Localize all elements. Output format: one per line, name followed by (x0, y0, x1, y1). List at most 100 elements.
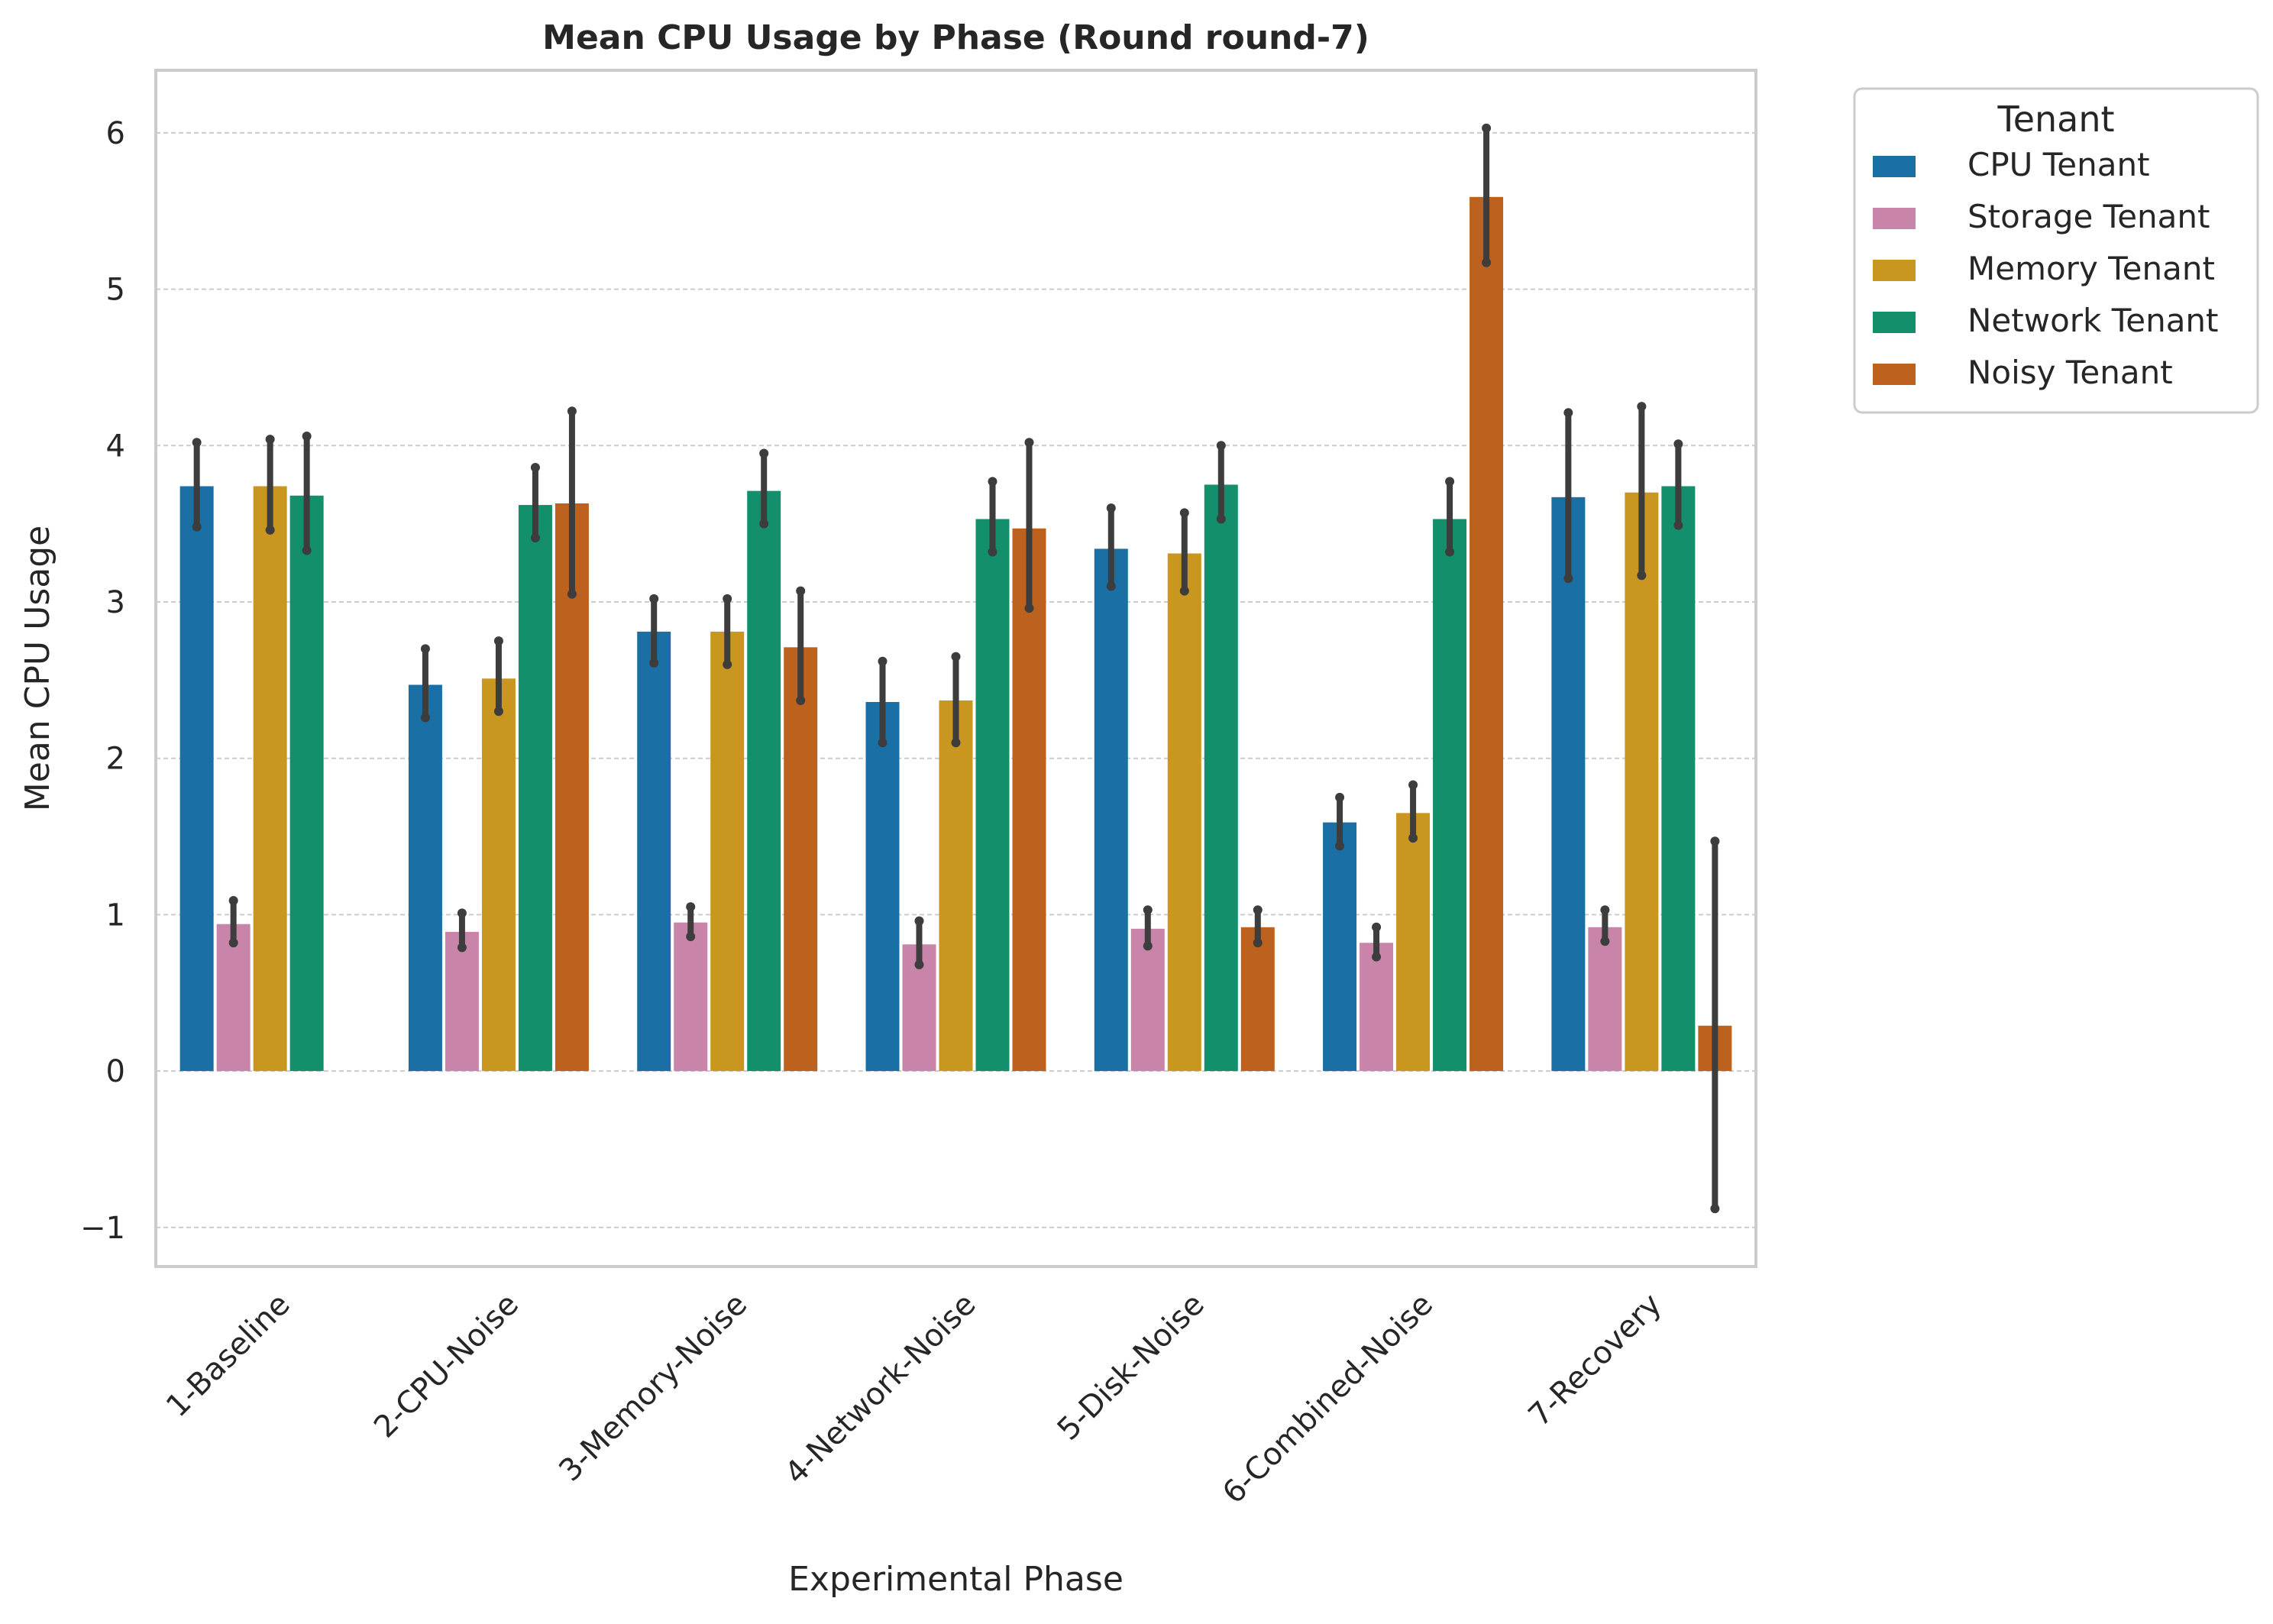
bar (1551, 497, 1586, 1072)
bar (1588, 927, 1622, 1072)
error-bar-cap (1106, 503, 1116, 513)
error-bar-cap (1335, 792, 1345, 802)
legend-item: CPU Tenant (1873, 146, 2150, 183)
bar (1204, 484, 1238, 1072)
error-bar-cap (951, 652, 961, 662)
bar (784, 647, 818, 1072)
y-tick-label: 6 (106, 116, 125, 151)
bar (1167, 553, 1201, 1072)
error-bar-cap (457, 908, 467, 918)
legend: Tenant CPU Tenant Storage Tenant Memory Te… (1853, 87, 2259, 414)
y-tick-label: −1 (80, 1211, 125, 1246)
error-bar-cap (530, 533, 540, 543)
error-bar-cap (1106, 581, 1116, 591)
error-bar-cap (1673, 439, 1683, 449)
error-bar-cap (192, 438, 202, 448)
legend-label: Memory Tenant (1967, 250, 2215, 287)
bar (674, 922, 708, 1072)
bar (1470, 196, 1504, 1072)
error-bar-cap (1710, 836, 1720, 846)
y-axis-label: Mean CPU Usage (18, 526, 57, 811)
legend-swatch (1873, 156, 1916, 177)
bar (939, 700, 973, 1072)
legend-item: Memory Tenant (1873, 250, 2215, 287)
error-bar-cap (1216, 441, 1226, 451)
bar (518, 505, 552, 1072)
error-bar-cap (1445, 477, 1455, 487)
error-bar-cap (493, 636, 503, 646)
plot-frame (154, 69, 1757, 1268)
error-bar-cap (567, 406, 577, 416)
bar (1360, 943, 1394, 1072)
error-bar-cap (1143, 905, 1153, 915)
bar (408, 684, 442, 1072)
error-bar-cap (1335, 841, 1345, 851)
bar (865, 702, 900, 1072)
error-bar-cap (530, 462, 540, 472)
bar (710, 631, 745, 1072)
error-bar-cap (1482, 123, 1492, 133)
y-tick-label: 2 (106, 742, 125, 777)
error-bar-cap (1408, 780, 1418, 790)
bar (747, 490, 781, 1072)
error-bar-cap (1600, 905, 1610, 915)
error-bar-cap (1143, 941, 1153, 951)
error-bar-cap (265, 435, 275, 445)
error-bar-cap (796, 695, 806, 705)
legend-label: Noisy Tenant (1967, 354, 2173, 391)
error-bar-cap (420, 713, 430, 723)
error-bar-cap (1179, 508, 1189, 518)
error-bar-cap (192, 522, 202, 532)
error-bar-cap (723, 659, 732, 669)
error-bar-cap (1673, 520, 1683, 530)
error-bar-cap (723, 594, 732, 603)
bar (1323, 822, 1357, 1072)
x-axis-label: Experimental Phase (788, 1560, 1124, 1599)
error-bar-cap (914, 959, 924, 969)
error-bar-cap (759, 519, 769, 529)
bar (1661, 486, 1696, 1072)
bar (1240, 927, 1275, 1072)
y-tick-label: 5 (106, 273, 125, 308)
bar (1012, 528, 1046, 1072)
error-bar-cap (302, 432, 312, 442)
legend-label: Storage Tenant (1967, 198, 2210, 235)
bar (1130, 928, 1165, 1072)
bar (289, 495, 324, 1072)
error-bar-cap (1216, 514, 1226, 524)
error-bar-cap (302, 545, 312, 555)
error-bar-cap (265, 525, 275, 535)
y-tick-label: 0 (106, 1054, 125, 1089)
legend-swatch (1873, 364, 1916, 385)
error-bar-cap (1600, 937, 1610, 946)
error-bar-cap (1637, 402, 1647, 412)
legend-title: Tenant (1997, 99, 2114, 140)
chart-title: Mean CPU Usage by Phase (Round round-7) (542, 18, 1369, 57)
legend-box (1853, 87, 2259, 414)
error-bar-cap (457, 943, 467, 953)
error-bar-cap (1482, 257, 1492, 267)
legend-label: CPU Tenant (1967, 146, 2150, 183)
legend-swatch (1873, 260, 1916, 281)
y-tick-label: 4 (106, 429, 125, 464)
error-bar-cap (1372, 952, 1382, 962)
bar (975, 519, 1010, 1072)
error-bar-cap (649, 658, 659, 668)
legend-item: Network Tenant (1873, 302, 2219, 339)
error-bar-cap (228, 938, 238, 948)
y-tick-label: 3 (106, 585, 125, 620)
bar (481, 678, 516, 1072)
error-bar-cap (1445, 547, 1455, 557)
error-bar-cap (649, 594, 659, 603)
error-bar-cap (1024, 603, 1034, 613)
bar (1625, 492, 1659, 1072)
error-bar-cap (493, 707, 503, 717)
error-bar-cap (1637, 571, 1647, 581)
error-bar-cap (1710, 1204, 1720, 1214)
legend-label: Network Tenant (1967, 302, 2219, 339)
error-bar-cap (1408, 833, 1418, 843)
bar (1094, 548, 1128, 1072)
legend-item: Storage Tenant (1873, 198, 2210, 235)
